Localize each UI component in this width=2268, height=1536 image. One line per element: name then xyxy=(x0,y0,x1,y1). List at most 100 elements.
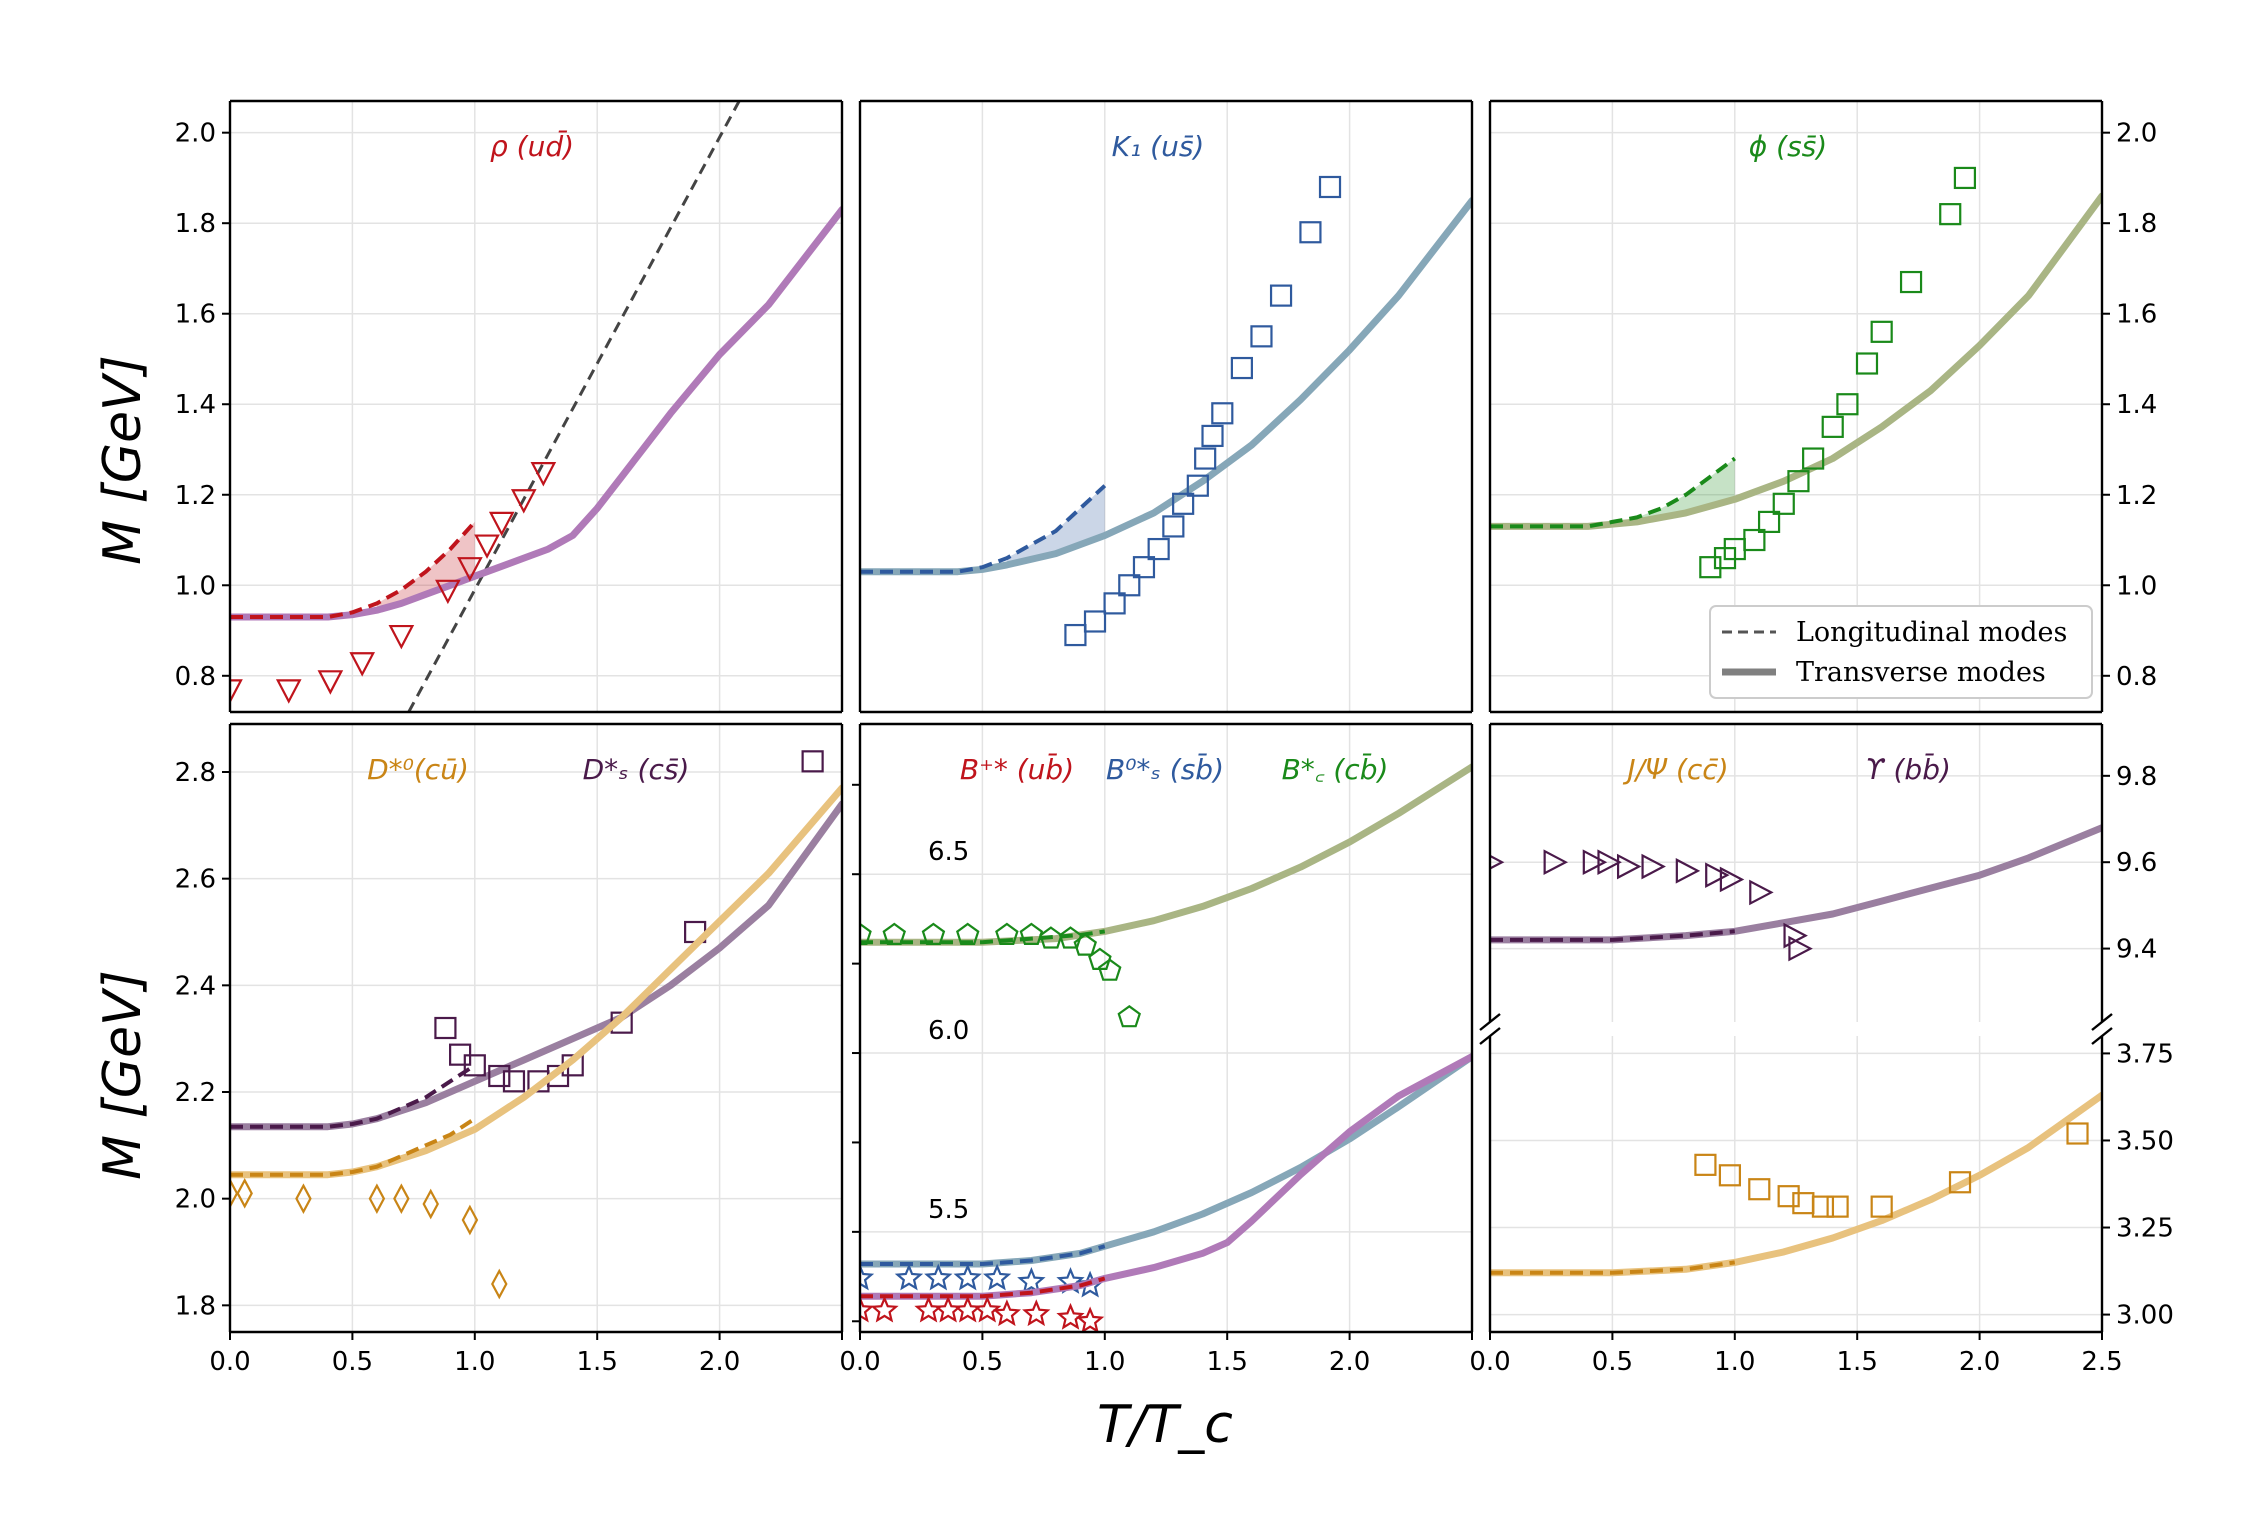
data-point xyxy=(1250,325,1273,348)
transverse-mode-line xyxy=(230,206,842,621)
data-point xyxy=(1073,933,1097,956)
legend: Longitudinal modes Transverse modes xyxy=(1709,605,2093,699)
y-tick-label: 6.0 xyxy=(928,1016,969,1046)
y-tick-label: 2.4 xyxy=(175,971,216,1001)
legend-label-transverse: Transverse modes xyxy=(1796,657,2046,688)
data-point xyxy=(502,1070,526,1093)
grid xyxy=(230,724,842,1332)
x-tick-label: 1.0 xyxy=(1084,1347,1125,1377)
transverse-mode-line xyxy=(1490,1091,2102,1277)
data-point xyxy=(1582,849,1608,876)
panel-title: B⁰*ₛ (sb̄) xyxy=(1106,752,1224,786)
panel-title: ϒ (bb̄) xyxy=(1865,752,1951,786)
data-point xyxy=(1870,320,1893,343)
data-point xyxy=(1821,415,1844,438)
data-point xyxy=(1132,556,1156,579)
panel-title: ϕ (ss̄) xyxy=(1749,130,1827,163)
grid xyxy=(1490,724,2102,1022)
data-point xyxy=(1597,849,1622,876)
data-point xyxy=(1097,958,1122,981)
longitudinal-mode-line xyxy=(860,1244,1106,1266)
data-point xyxy=(882,922,906,946)
x-tick-label: 1.0 xyxy=(1714,1347,1755,1377)
panel-title: B*꜀ (cb̄) xyxy=(1282,752,1389,786)
data-point xyxy=(1802,447,1825,470)
panel-frame: 1.8 2.0 2.2 2.4 2.6 2.8 0.0 0.5 1.0 1.5 2.0 xyxy=(175,722,844,1377)
data-point xyxy=(1299,221,1322,244)
longitudinal-mode-line xyxy=(230,1063,476,1129)
x-tick-label: 2.0 xyxy=(1959,1347,2000,1377)
data-point xyxy=(860,1263,875,1291)
longitudinal-mode-line xyxy=(860,484,1107,574)
axis-break-mark xyxy=(2091,1027,2113,1045)
transverse-mode-line xyxy=(1490,824,2102,944)
data-point xyxy=(1870,1195,1893,1218)
data-point xyxy=(1083,610,1107,633)
data-point xyxy=(1103,592,1126,615)
y-tick-label: 2.0 xyxy=(2116,119,2157,149)
data-point xyxy=(953,1295,982,1323)
y-tick-label: 3.25 xyxy=(2116,1214,2174,1244)
data-point xyxy=(1269,284,1293,307)
data-point xyxy=(230,679,243,704)
data-point xyxy=(894,1263,924,1291)
data-point xyxy=(973,1295,1002,1323)
data-point xyxy=(1017,1266,1046,1294)
x-tick-label: 1.5 xyxy=(1207,1347,1248,1377)
data-point xyxy=(982,1263,1012,1291)
data-point xyxy=(461,1204,479,1236)
data-point xyxy=(1826,1195,1849,1218)
y-tick-label: 9.8 xyxy=(2116,762,2157,792)
data-point xyxy=(1772,492,1795,515)
panel-title: D*ₛ (cs̄) xyxy=(583,753,690,786)
data-point xyxy=(921,922,946,946)
y-tick-label: 2.0 xyxy=(175,119,216,149)
x-tick-label: 0.5 xyxy=(962,1347,1003,1377)
longitudinal-mode-line xyxy=(860,1276,1106,1299)
panel-title: B⁺* (ub̄) xyxy=(960,752,1074,786)
longitudinal-mode-line xyxy=(1490,456,1736,529)
panels-layer: 0.8 1.0 1.2 1.4 1.6 1.8 2.0 ρ (ud̄) K₁ (us̄) 0.8 1… xyxy=(175,99,2174,1377)
plot-area xyxy=(230,750,842,1300)
data-point xyxy=(422,1188,439,1220)
y-tick-label: 1.8 xyxy=(175,1291,216,1321)
grid xyxy=(230,101,842,712)
longitudinal-mode-line xyxy=(230,1117,476,1177)
data-point xyxy=(1748,1178,1771,1201)
x-tick-label: 0.5 xyxy=(332,1347,373,1377)
data-point xyxy=(1147,537,1170,561)
data-point xyxy=(349,652,376,677)
data-point xyxy=(295,1183,312,1214)
panel-title: D*⁰(cū) xyxy=(367,753,469,786)
data-point xyxy=(1743,528,1766,552)
longitudinal-mode-line xyxy=(230,520,477,619)
data-point xyxy=(1718,1164,1742,1187)
data-point xyxy=(992,1299,1022,1327)
data-point xyxy=(870,1295,899,1323)
data-point xyxy=(2066,1122,2089,1145)
data-point xyxy=(1787,470,1810,493)
data-point xyxy=(1675,858,1701,884)
data-point xyxy=(1039,926,1063,949)
plot-area xyxy=(230,101,842,712)
grid xyxy=(860,101,1472,712)
longitudinal-mode-line xyxy=(1490,1260,1736,1275)
plot-area xyxy=(860,175,1472,647)
data-point xyxy=(457,557,483,582)
y-tick-label: 1.8 xyxy=(2116,209,2157,239)
panel-frame: 0.8 1.0 1.2 1.4 1.6 1.8 2.0 xyxy=(175,99,844,714)
y-tick-label: 1.2 xyxy=(175,481,216,511)
transverse-mode-line xyxy=(1490,192,2102,530)
panel-title: K₁ (us̄) xyxy=(1112,130,1205,163)
data-point xyxy=(1855,352,1879,375)
data-point xyxy=(230,1178,239,1209)
data-point xyxy=(1953,166,1977,190)
data-point xyxy=(275,679,302,704)
data-point xyxy=(953,1263,982,1291)
data-point xyxy=(1719,866,1745,893)
y-tick-label: 1.4 xyxy=(2116,390,2157,420)
y-axis-title-bottom: M [GeV] xyxy=(93,970,153,1180)
reference-dashed-line xyxy=(407,101,741,712)
plot-area xyxy=(1490,166,2102,579)
panel-bottom-left: 1.8 2.0 2.2 2.4 2.6 2.8 0.0 0.5 1.0 1.5 2.0 D*⁰(cū)… xyxy=(175,722,844,1377)
